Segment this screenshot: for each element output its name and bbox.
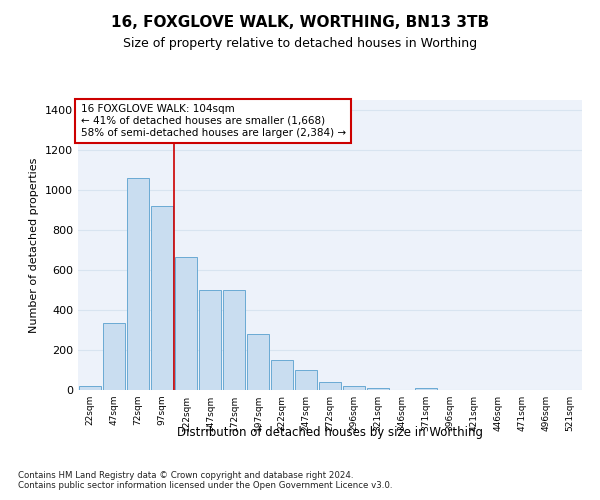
- Text: 16, FOXGLOVE WALK, WORTHING, BN13 3TB: 16, FOXGLOVE WALK, WORTHING, BN13 3TB: [111, 15, 489, 30]
- Bar: [151, 206, 173, 390]
- Bar: [415, 388, 437, 390]
- Bar: [175, 257, 197, 390]
- Text: Distribution of detached houses by size in Worthing: Distribution of detached houses by size …: [177, 426, 483, 439]
- Bar: [103, 323, 125, 390]
- Text: Contains HM Land Registry data © Crown copyright and database right 2024.
Contai: Contains HM Land Registry data © Crown c…: [18, 470, 392, 490]
- Bar: [295, 370, 317, 390]
- Y-axis label: Number of detached properties: Number of detached properties: [29, 158, 40, 332]
- Bar: [367, 388, 389, 390]
- Bar: [79, 386, 101, 390]
- Bar: [247, 334, 269, 390]
- Bar: [319, 382, 341, 390]
- Bar: [223, 290, 245, 390]
- Bar: [343, 386, 365, 390]
- Text: Size of property relative to detached houses in Worthing: Size of property relative to detached ho…: [123, 38, 477, 51]
- Text: 16 FOXGLOVE WALK: 104sqm
← 41% of detached houses are smaller (1,668)
58% of sem: 16 FOXGLOVE WALK: 104sqm ← 41% of detach…: [80, 104, 346, 138]
- Bar: [199, 290, 221, 390]
- Bar: [127, 178, 149, 390]
- Bar: [271, 360, 293, 390]
